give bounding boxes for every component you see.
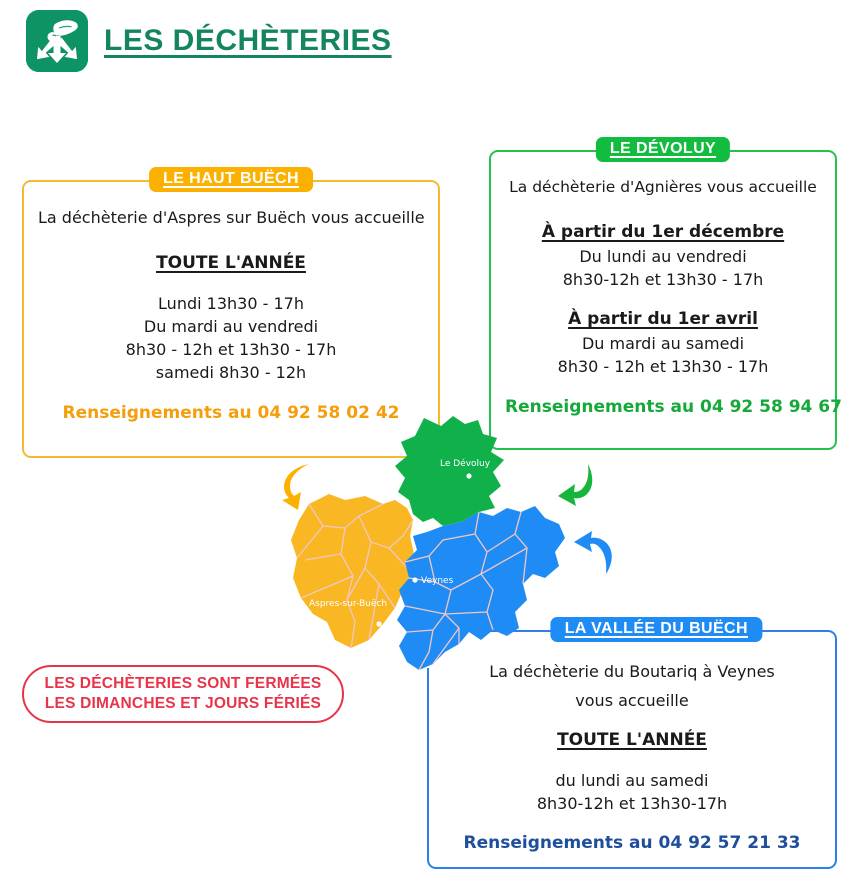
arrow-to-vallee-icon	[572, 530, 620, 580]
card-title-devoluy: LE DÉVOLUY	[595, 137, 731, 162]
closed-days-notice: LES DÉCHÈTERIES SONT FERMÉES LES DIMANCH…	[22, 665, 344, 723]
recycling-sorting-hand-icon	[26, 10, 88, 72]
map-label-devoluy: Le Dévoluy	[440, 458, 491, 469]
season-title-avril: À partir du 1er avril	[568, 309, 758, 330]
map-dot-devoluy	[466, 473, 472, 479]
card-vallee-du-buech: LA VALLÉE DU BUËCH La déchèterie du Bout…	[427, 617, 837, 870]
season-title-toute-lannee: TOUTE L'ANNÉE	[557, 730, 707, 751]
arrow-to-haut-buech-icon	[276, 462, 320, 516]
map-label-aspres: Aspres-sur-Buëch	[309, 599, 387, 609]
card-lead-haut-buech: La déchèterie d'Aspres sur Buëch vous ac…	[38, 208, 425, 227]
season-title-toute-lannee: TOUTE L'ANNÉE	[156, 253, 306, 274]
card-haut-buech: LE HAUT BUËCH La déchèterie d'Aspres sur…	[22, 167, 440, 458]
card-lead-vallee-line2: vous accueille	[575, 691, 689, 711]
hours-line: samedi 8h30 - 12h	[155, 363, 307, 383]
card-lead-vallee-line1: La déchèterie du Boutariq à Veynes	[489, 662, 775, 681]
hours-line: Du mardi au vendredi	[143, 317, 319, 337]
page-header: LES DÉCHÈTERIES	[26, 10, 392, 72]
contact-phone-devoluy: Renseignements au 04 92 58 94 67	[505, 396, 842, 417]
contact-phone-haut-buech: Renseignements au 04 92 58 02 42	[62, 402, 400, 423]
map-label-veynes: Veynes	[421, 576, 454, 586]
card-body-haut-buech: La déchèterie d'Aspres sur Buëch vous ac…	[24, 182, 438, 439]
hours-line: 8h30-12h et 13h30 - 17h	[562, 270, 764, 290]
arrow-to-devoluy-icon	[552, 462, 600, 518]
card-body-vallee: La déchèterie du Boutariq à Veynes vous …	[429, 632, 835, 870]
hours-line: Du mardi au samedi	[581, 334, 745, 354]
hours-line: 8h30 - 12h et 13h30 - 17h	[557, 357, 769, 377]
page-title: LES DÉCHÈTERIES	[104, 24, 392, 57]
hours-line: 8h30 - 12h et 13h30 - 17h	[125, 340, 337, 360]
hours-line: 8h30-12h et 13h30-17h	[536, 794, 728, 814]
card-devoluy: LE DÉVOLUY La déchèterie d'Agnières vous…	[489, 137, 842, 450]
contact-phone-vallee: Renseignements au 04 92 57 21 33	[463, 833, 801, 854]
closed-notice-line1: LES DÉCHÈTERIES SONT FERMÉES	[44, 675, 322, 693]
card-body-devoluy: La déchèterie d'Agnières vous accueille …	[491, 152, 842, 433]
card-title-vallee-du-buech: LA VALLÉE DU BUËCH	[550, 617, 762, 642]
map-region-devoluy	[395, 416, 504, 526]
hours-line: du lundi au samedi	[555, 771, 709, 791]
map-region-vallee	[397, 506, 565, 671]
map-dot-veynes	[412, 577, 418, 583]
card-lead-devoluy: La déchèterie d'Agnières vous accueille	[509, 178, 817, 196]
map-region-haut-buech	[291, 494, 414, 649]
map-dot-aspres	[376, 621, 382, 627]
hours-line: Lundi 13h30 - 17h	[158, 293, 304, 313]
closed-notice-text: LES DÉCHÈTERIES SONT FERMÉES LES DIMANCH…	[45, 674, 322, 714]
season-title-decembre: À partir du 1er décembre	[541, 222, 785, 243]
territory-map: Le Dévoluy Veynes Aspres-sur-Buëch	[283, 408, 583, 688]
hours-line: Du lundi au vendredi	[579, 247, 747, 267]
closed-notice-line2: LES DIMANCHES ET JOURS FÉRIÉS	[44, 695, 322, 712]
card-title-haut-buech: LE HAUT BUËCH	[149, 167, 313, 192]
